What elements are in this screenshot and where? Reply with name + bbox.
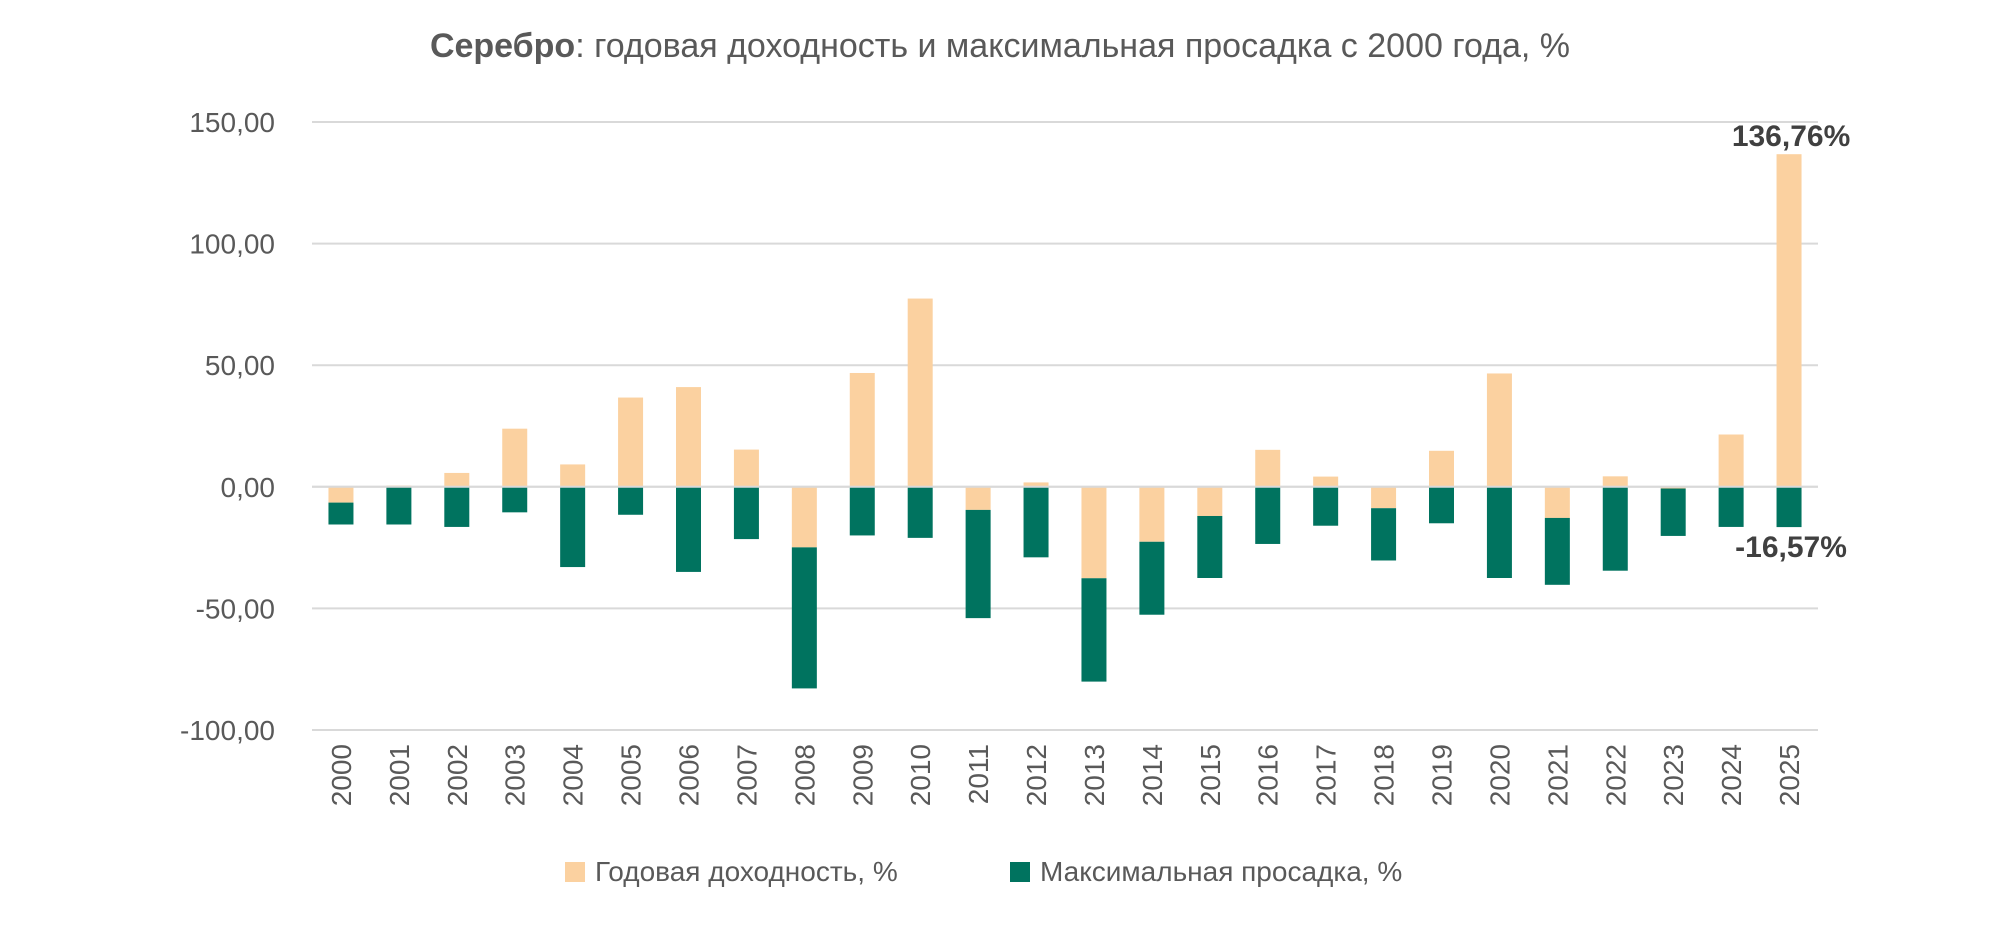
bar-max-drawdown-2000 xyxy=(328,502,354,525)
x-tick-label: 2015 xyxy=(1195,744,1226,806)
bar-max-drawdown-2011 xyxy=(965,509,991,619)
x-tick-label: 2009 xyxy=(847,744,878,806)
x-tick-label: 2025 xyxy=(1774,744,1805,806)
bar-annual-return-2010 xyxy=(907,298,933,487)
data-annotations: 136,76% -16,57% xyxy=(1732,120,1850,564)
x-tick-label: 2012 xyxy=(1021,744,1052,806)
x-tick-label: 2019 xyxy=(1427,744,1458,806)
bar-annual-return-2007 xyxy=(733,449,759,487)
bar-max-drawdown-2024 xyxy=(1718,486,1744,527)
x-tick-label: 2017 xyxy=(1311,744,1342,806)
bar-annual-return-2013 xyxy=(1081,486,1107,579)
x-tick-label: 2002 xyxy=(442,744,473,806)
bar-max-drawdown-2020 xyxy=(1486,486,1512,578)
bar-max-drawdown-2017 xyxy=(1313,486,1339,526)
bar-max-drawdown-2008 xyxy=(791,547,817,689)
bar-annual-return-2000 xyxy=(328,486,354,503)
x-tick-label: 2014 xyxy=(1137,744,1168,806)
bar-annual-return-2017 xyxy=(1313,476,1339,487)
x-tick-label: 2016 xyxy=(1253,744,1284,806)
y-tick-label: -100,00 xyxy=(180,715,275,746)
x-tick-label: 2013 xyxy=(1079,744,1110,806)
bar-annual-return-2025 xyxy=(1776,154,1802,487)
bar-max-drawdown-2002 xyxy=(444,486,470,527)
bar-annual-return-2006 xyxy=(676,387,701,487)
y-tick-label: 100,00 xyxy=(189,229,275,260)
legend-label: Годовая доходность, % xyxy=(595,856,898,887)
bar-annual-return-2003 xyxy=(502,428,528,487)
y-axis-tick-labels: 150,00 100,00 50,00 0,00 -50,00 -100,00 xyxy=(180,107,275,746)
chart-title-bold: Серебро xyxy=(430,27,575,65)
x-tick-label: 2011 xyxy=(963,744,994,804)
y-tick-label: -50,00 xyxy=(196,593,275,624)
chart-title: Серебро: годовая доходность и максимальн… xyxy=(430,27,1570,65)
bar-max-drawdown-2001 xyxy=(386,486,412,525)
bar-max-drawdown-2006 xyxy=(676,486,701,572)
x-tick-label: 2010 xyxy=(905,744,936,806)
bar-annual-return-2016 xyxy=(1255,449,1281,487)
bar-max-drawdown-2022 xyxy=(1602,486,1628,571)
legend-swatch xyxy=(1010,862,1030,882)
data-label: -16,57% xyxy=(1735,531,1847,564)
bar-annual-return-2002 xyxy=(444,472,470,487)
x-tick-label: 2000 xyxy=(326,744,357,806)
bar-annual-return-2015 xyxy=(1197,486,1223,516)
bar-annual-return-2022 xyxy=(1602,476,1628,487)
x-tick-label: 2024 xyxy=(1716,744,1747,806)
legend-swatch xyxy=(565,862,585,882)
x-tick-label: 2022 xyxy=(1600,744,1631,806)
bar-annual-return-2009 xyxy=(849,372,875,487)
bar-annual-return-2004 xyxy=(560,464,586,487)
bar-max-drawdown-2012 xyxy=(1023,486,1049,558)
bar-annual-return-2012 xyxy=(1023,482,1049,487)
x-tick-label: 2003 xyxy=(500,744,531,806)
y-tick-label: 0,00 xyxy=(221,472,276,503)
y-tick-label: 150,00 xyxy=(189,107,275,138)
bar-annual-return-2021 xyxy=(1544,486,1570,518)
bar-max-drawdown-2018 xyxy=(1371,508,1397,561)
bar-annual-return-2018 xyxy=(1371,486,1397,509)
x-tick-label: 2021 xyxy=(1542,744,1573,806)
bar-annual-return-2019 xyxy=(1429,450,1454,487)
bar-annual-return-2005 xyxy=(618,397,644,487)
bar-max-drawdown-2023 xyxy=(1660,488,1686,536)
bar-max-drawdown-2009 xyxy=(849,486,875,536)
bar-annual-return-2014 xyxy=(1139,486,1165,542)
x-tick-label: 2008 xyxy=(789,744,820,806)
bar-max-drawdown-2004 xyxy=(560,486,586,568)
x-tick-label: 2004 xyxy=(558,744,589,806)
bar-max-drawdown-2003 xyxy=(502,486,528,513)
x-tick-label: 2023 xyxy=(1658,744,1689,806)
x-tick-label: 2005 xyxy=(616,744,647,806)
chart-title-rest: : годовая доходность и максимальная прос… xyxy=(575,27,1570,65)
bar-max-drawdown-2015 xyxy=(1197,515,1223,578)
x-tick-label: 2006 xyxy=(674,744,705,806)
bar-max-drawdown-2010 xyxy=(907,486,933,538)
bar-max-drawdown-2014 xyxy=(1139,541,1165,615)
gridlines xyxy=(312,121,1818,731)
x-axis-tick-labels: 2000 2001 2002 2003 2004 2005 2006 2007 2008 2009… xyxy=(326,744,1805,806)
bar-annual-return-2024 xyxy=(1718,434,1744,487)
bar-annual-return-2020 xyxy=(1486,373,1512,487)
x-tick-label: 2007 xyxy=(731,744,762,806)
bar-max-drawdown-2025 xyxy=(1776,486,1802,528)
bar-annual-return-2011 xyxy=(965,486,991,510)
bars xyxy=(328,154,1802,689)
data-label: 136,76% xyxy=(1732,120,1850,153)
bar-max-drawdown-2021 xyxy=(1544,517,1570,585)
x-tick-label: 2020 xyxy=(1484,744,1515,806)
bar-max-drawdown-2007 xyxy=(733,486,759,540)
x-tick-label: 2001 xyxy=(384,744,415,806)
bar-max-drawdown-2005 xyxy=(618,486,644,515)
legend-label: Максимальная просадка, % xyxy=(1040,856,1402,887)
y-tick-label: 50,00 xyxy=(205,350,275,381)
x-tick-label: 2018 xyxy=(1369,744,1400,806)
legend: Годовая доходность, % Максимальная просад… xyxy=(565,856,1402,887)
bar-max-drawdown-2013 xyxy=(1081,578,1107,682)
bar-max-drawdown-2019 xyxy=(1429,486,1454,524)
bar-max-drawdown-2016 xyxy=(1255,486,1281,544)
bar-annual-return-2008 xyxy=(791,486,817,548)
